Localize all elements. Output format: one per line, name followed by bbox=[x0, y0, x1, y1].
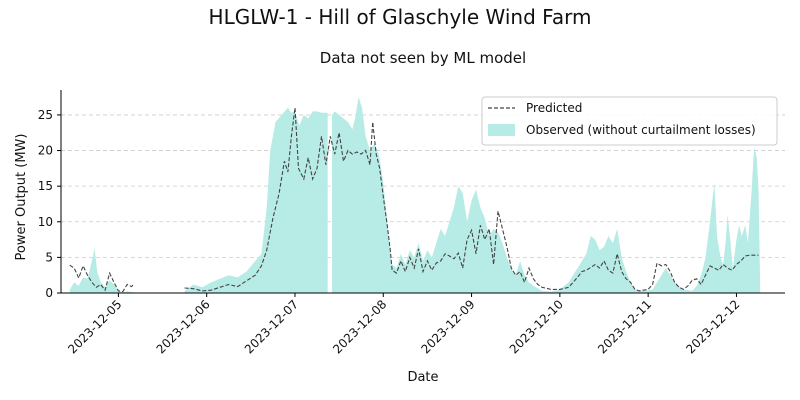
x-axis-ticks: 2023-12-05 2023-12-06 2023-12-07 2023-12-08… bbox=[65, 293, 743, 356]
y-tick-label-5: 25 bbox=[38, 108, 53, 122]
y-tick-label-0: 0 bbox=[45, 286, 53, 300]
x-tick-label-5: 2023-12-10 bbox=[507, 297, 566, 356]
x-tick-label-1: 2023-12-06 bbox=[154, 297, 213, 356]
chart-subtitle: Data not seen by ML model bbox=[320, 49, 526, 67]
observed-area-segment-2 bbox=[332, 97, 761, 294]
x-tick-label-4: 2023-12-09 bbox=[418, 297, 477, 356]
y-axis-ticks: 0 5 10 15 20 25 bbox=[38, 108, 61, 300]
y-tick-label-3: 15 bbox=[38, 179, 53, 193]
x-tick-label-0: 2023-12-05 bbox=[65, 297, 124, 356]
legend-observed-label: Observed (without curtailment losses) bbox=[526, 123, 756, 137]
x-tick-label-7: 2023-12-12 bbox=[683, 297, 742, 356]
observed-area-segment-1 bbox=[184, 107, 328, 294]
axes bbox=[60, 90, 785, 294]
legend-observed-swatch bbox=[488, 124, 515, 136]
x-tick-label-6: 2023-12-11 bbox=[595, 297, 654, 356]
y-tick-label-1: 5 bbox=[45, 250, 53, 264]
observed-area-segment-0 bbox=[69, 248, 135, 293]
x-tick-label-3: 2023-12-08 bbox=[330, 297, 389, 356]
predicted-line-layer bbox=[69, 107, 759, 293]
observed-area-layer bbox=[69, 97, 761, 294]
y-tick-label-2: 10 bbox=[38, 215, 53, 229]
legend-frame bbox=[481, 96, 778, 146]
legend: Predicted Observed (without curtailment … bbox=[481, 96, 778, 146]
chart-title: HLGLW-1 - Hill of Glaschyle Wind Farm bbox=[209, 5, 592, 29]
x-axis-label: Date bbox=[407, 370, 438, 385]
y-tick-label-4: 20 bbox=[38, 144, 53, 158]
predicted-line-segment-1 bbox=[184, 107, 759, 292]
legend-predicted-label: Predicted bbox=[526, 101, 582, 115]
y-axis-label: Power Output (MW) bbox=[14, 134, 29, 261]
x-tick-label-2: 2023-12-07 bbox=[242, 297, 301, 356]
predicted-line-segment-0 bbox=[69, 264, 135, 293]
